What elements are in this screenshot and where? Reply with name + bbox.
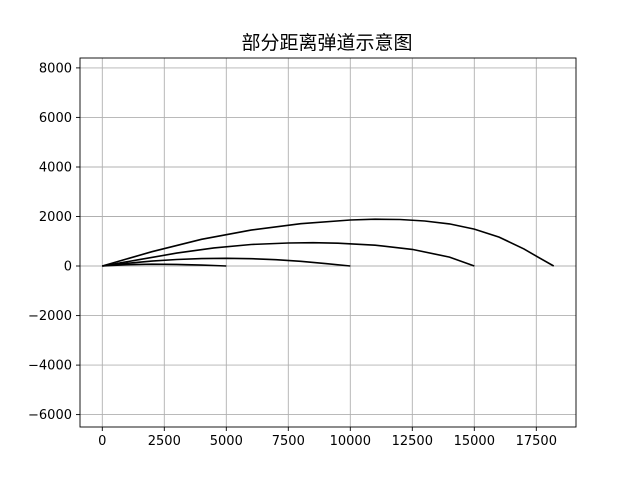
x-tick-label: 2500 — [148, 434, 181, 449]
x-tick-label: 15000 — [454, 434, 495, 449]
trajectory-series — [102, 218, 555, 267]
y-tick-label: −4000 — [28, 359, 72, 374]
y-tick-label: −2000 — [28, 309, 72, 324]
trajectory-line-3 — [102, 241, 475, 267]
y-tick-label: −6000 — [28, 408, 72, 423]
y-tick-label: 6000 — [39, 111, 72, 126]
x-tick-label: 5000 — [210, 434, 243, 449]
trajectory-line-4 — [102, 218, 555, 267]
trajectory-line-2 — [102, 257, 351, 267]
chart-title: 部分距离弹道示意图 — [241, 32, 412, 54]
y-tick-label: 4000 — [39, 161, 72, 176]
x-tick-label: 10000 — [330, 434, 371, 449]
axis-ticks: 0 2500 5000 7500 10000 12500 15000 17500 −6000 −4… — [28, 61, 557, 449]
x-tick-label: 12500 — [392, 434, 433, 449]
grid-lines — [80, 58, 576, 427]
x-tick-label: 17500 — [516, 434, 557, 449]
trajectory-line-1 — [102, 263, 227, 267]
plot-frame — [79, 57, 577, 428]
y-tick-label: 2000 — [39, 210, 72, 225]
x-tick-label: 7500 — [272, 434, 305, 449]
x-tick-label: 0 — [98, 434, 106, 449]
y-tick-label: 8000 — [39, 61, 72, 76]
y-tick-label: 0 — [64, 260, 72, 275]
